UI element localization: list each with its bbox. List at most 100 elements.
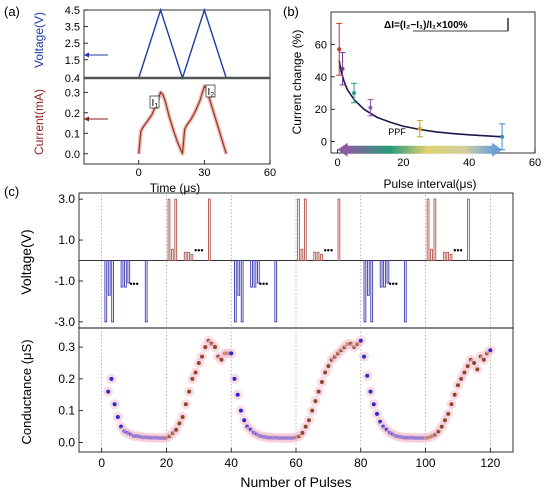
panel-c-xtick-label: 40 [225,456,239,470]
conductance-point [238,408,243,413]
voltage-pulse [183,251,187,261]
ppf-arrow-left-head [337,142,348,157]
conductance-point [371,402,376,407]
voltage-pulse [386,260,390,284]
voltage-pulse [337,198,341,261]
conductance-point [109,376,114,381]
voltage-pulse [104,260,108,323]
voltage-axis-arrowhead [84,52,89,58]
voltage-pulse [171,248,174,261]
voltage-pulse [190,253,194,261]
voltage-pulse [303,198,307,261]
conductance-point [459,376,464,381]
panel-c-xtick-label: 120 [480,456,500,470]
panel-c-tag: (c) [4,184,19,199]
conductance-point [187,389,192,394]
voltage-pulse [297,198,300,261]
conductance-point [183,402,188,407]
voltage-ytick-label: 0.4 [65,73,80,85]
panel-b-ytick-label: 60 [315,39,327,51]
voltage-ytick-label: -3.0 [54,315,75,329]
data-point [337,47,342,52]
conductance-point [472,360,477,365]
voltage-ytick-label: 1.5 [65,55,80,67]
voltage-pulse [107,260,111,296]
conductance-point [449,402,454,407]
conductance-ytick-label: 0.0 [58,435,75,449]
panel-a-xtick-label: 0 [136,167,142,179]
conductance-point [455,383,460,388]
conductance-point [232,376,237,381]
voltage-pulse [253,260,257,288]
panel-b-xtick-label: 0 [335,157,341,169]
ppf-label: PPF [388,127,406,137]
voltage-ytick-label: 3.5 [65,22,80,34]
ppf-arrow-bar [345,145,495,154]
conductance-point [316,389,321,394]
panel-a: 0.4 1.5 2.5 3.5 4.5 0.0 0.1 0.2 0.3 0 30 60 I1 I2… [32,5,276,195]
ppf-arrow-right-head [492,142,503,157]
voltage-pulse [274,260,278,323]
voltage-pulse [167,198,171,261]
voltage-pulse [174,198,178,261]
panel-c-conductance-ylabel: Conductance (μS) [19,339,34,444]
data-point [340,66,345,71]
conductance-point [306,418,311,423]
fit-curve [338,60,503,138]
pulse-ellipsis: ••• [324,245,333,255]
pulse-ellipsis: ••• [194,245,203,255]
conductance-point [365,373,370,378]
conductance-point [442,418,447,423]
i2-label: I2 [208,87,215,99]
conductance-point [174,427,179,432]
panel-b: 0 20 40 60 0 20 40 60 PPF ΔI=(I₂−I₁)/I₁×100% Cu… [290,11,541,191]
voltage-pulse [442,251,446,261]
conductance-point [242,418,247,423]
voltage-pulse [187,251,190,261]
voltage-pulse [446,251,450,261]
conductance-point [115,415,120,420]
current-axis-arrowhead [84,116,89,122]
i1-label-box [149,95,160,109]
conductance-point [177,421,182,426]
i2-label-box [205,84,216,98]
conductance-ytick-label: 0.1 [58,404,75,418]
voltage-pulse [111,260,114,323]
conductance-point [106,389,111,394]
conductance-point [310,408,315,413]
conductance-point [180,415,185,420]
panel-c-xtick-label: 100 [416,456,436,470]
panel-b-xtick-label: 60 [529,157,541,169]
panel-b-xtick-label: 40 [463,157,475,169]
voltage-pulse [313,251,317,261]
voltage-pulse [237,260,241,296]
current-ytick-label: 0.3 [65,87,80,99]
panel-b-ytick-label: 40 [315,72,327,84]
conductance-point [368,389,373,394]
conductance-point [203,345,208,350]
conductance-point [326,364,331,369]
panel-a-xlabel: Time (μs) [150,181,200,195]
conductance-point [190,376,195,381]
voltage-pulse [127,260,131,284]
pulse-ellipsis: ••• [453,245,462,255]
panel-b-xlabel: Pulse interval(μs) [384,177,477,191]
panel-c-xlabel: Number of Pulses [240,474,351,490]
voltage-pulse [208,198,211,261]
panel-a-tag: (a) [4,4,20,19]
data-point [417,126,422,131]
voltage-pulse [433,198,437,261]
voltage-pulse [250,260,253,288]
conductance-point [358,338,363,343]
conductance-point [362,354,367,359]
conductance-point [488,348,493,353]
voltage-pulse [144,260,148,323]
data-point [352,91,357,96]
panel-b-xtick-label: 20 [397,157,409,169]
conductance-point [465,364,470,369]
panel-a-voltage-ylabel: Voltage(V) [32,12,46,68]
conductance-point [229,351,234,356]
panel-b-ytick-label: 0 [321,137,327,149]
panel-b-ytick-label: 20 [315,104,327,116]
data-point [368,105,373,110]
